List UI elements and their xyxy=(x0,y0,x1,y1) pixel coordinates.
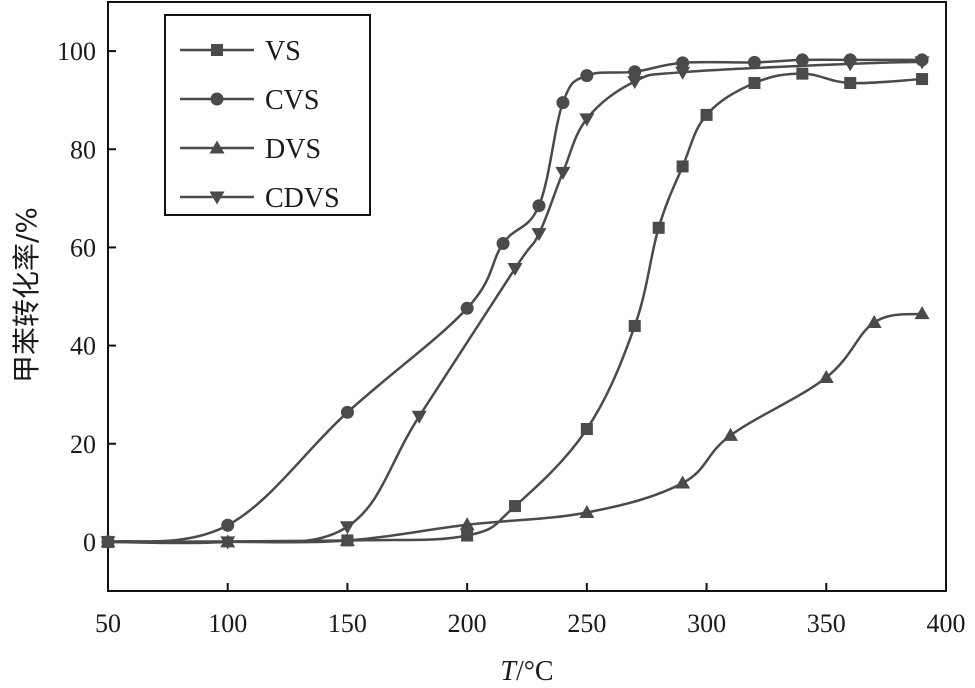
data-point xyxy=(795,53,809,67)
data-point xyxy=(339,521,355,535)
data-point xyxy=(532,199,546,213)
series-cdvs xyxy=(100,56,930,550)
data-point xyxy=(675,66,691,80)
data-point xyxy=(580,69,594,83)
data-point xyxy=(723,427,739,441)
y-tick-label: 20 xyxy=(70,430,96,459)
legend-marker xyxy=(209,191,225,205)
data-point xyxy=(531,228,547,242)
data-point xyxy=(579,113,595,127)
data-point xyxy=(818,369,834,383)
legend-item-vs: VS xyxy=(180,36,301,67)
data-point xyxy=(579,504,595,518)
data-point xyxy=(507,263,523,277)
x-tick-label: 250 xyxy=(567,609,606,638)
data-point xyxy=(675,475,691,489)
data-point xyxy=(796,67,809,80)
x-tick-label: 350 xyxy=(807,609,846,638)
data-point xyxy=(844,76,857,89)
data-point xyxy=(628,319,641,332)
data-point xyxy=(676,160,689,173)
legend-marker xyxy=(211,44,223,56)
data-point xyxy=(916,73,929,86)
axes: 50 100 150 200 250 300 350 400 0 20 40 60 80 100 xyxy=(57,1,966,638)
y-tick-label: 60 xyxy=(70,233,96,262)
y-tick-label: 40 xyxy=(70,332,96,361)
legend-label: CVS xyxy=(265,85,319,116)
legend-item-dvs: DVS xyxy=(180,134,321,165)
data-point xyxy=(866,315,882,329)
data-point xyxy=(747,55,761,69)
legend-label: VS xyxy=(265,36,301,67)
data-point xyxy=(748,76,761,89)
data-point xyxy=(580,423,593,436)
plot-frame xyxy=(107,1,947,592)
data-point xyxy=(842,58,858,72)
y-tick-label: 100 xyxy=(57,37,96,66)
x-tick-label: 50 xyxy=(95,609,121,638)
x-tick-label: 400 xyxy=(927,609,966,638)
x-tick-label: 100 xyxy=(208,609,247,638)
data-point xyxy=(221,518,235,532)
series-line xyxy=(107,58,923,544)
data-point xyxy=(914,306,930,320)
data-point xyxy=(627,76,643,90)
legend-item-cvs: CVS xyxy=(180,85,319,116)
data-point xyxy=(509,500,522,513)
legend-item-cdvs: CDVS xyxy=(180,183,340,214)
data-point xyxy=(628,65,642,79)
data-point xyxy=(652,221,665,234)
data-point xyxy=(461,529,474,542)
series-line xyxy=(107,72,923,544)
legend: VS CVS DVS CDVS xyxy=(164,14,371,216)
data-point xyxy=(459,517,475,531)
y-tick-label: 80 xyxy=(70,135,96,164)
x-tick-label: 200 xyxy=(448,609,487,638)
data-point xyxy=(460,301,474,315)
x-tick-label: 150 xyxy=(328,609,367,638)
data-point xyxy=(411,410,427,424)
legend-label: DVS xyxy=(265,134,321,165)
y-axis-label: 甲苯转化率/% xyxy=(10,207,43,383)
data-point xyxy=(220,536,236,550)
data-point xyxy=(555,166,571,180)
data-point xyxy=(700,108,713,121)
legend-marker xyxy=(209,140,225,154)
data-point xyxy=(340,405,354,419)
data-point xyxy=(339,532,355,546)
series-layer xyxy=(100,53,930,550)
legend-marker xyxy=(210,92,224,106)
legend-label: CDVS xyxy=(265,183,340,214)
x-axis-label: T/°C xyxy=(500,656,553,687)
data-point xyxy=(100,536,116,550)
data-point xyxy=(496,236,510,250)
data-point xyxy=(914,56,930,70)
data-point xyxy=(676,56,690,70)
legend-box xyxy=(164,14,371,216)
data-point xyxy=(556,96,570,110)
y-tick-label: 0 xyxy=(83,528,96,557)
x-tick-label: 300 xyxy=(687,609,726,638)
